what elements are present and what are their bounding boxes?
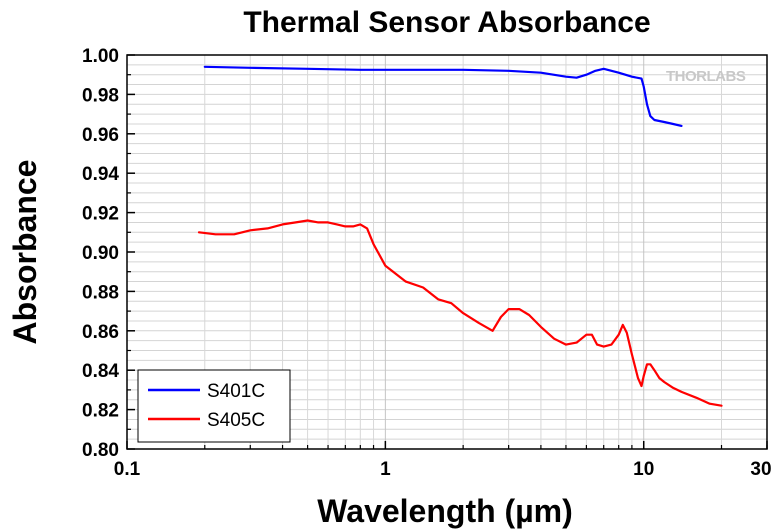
y-tick-label: 0.82 — [82, 401, 119, 422]
y-tick-label: 0.86 — [82, 322, 119, 343]
x-tick-label: 30 — [750, 459, 771, 480]
legend-label-s401c: S401C — [207, 381, 265, 402]
x-axis-title: Wavelength (µm) — [317, 493, 572, 529]
legend-box — [137, 369, 291, 443]
y-tick-label: 0.80 — [82, 440, 119, 461]
series-line-s405c — [197, 219, 723, 407]
axis-ticks — [126, 54, 768, 450]
legend: S401C S405C — [137, 369, 291, 443]
y-tick-label: 0.90 — [82, 243, 119, 264]
thorlabs-logo: THORLABS — [666, 68, 746, 85]
y-tick-label: 0.88 — [82, 282, 119, 303]
y-tick-label: 0.96 — [82, 125, 119, 146]
x-tick-labels: 0.1 1 10 30 — [114, 459, 772, 480]
series-line-s401c — [203, 65, 683, 128]
y-tick-label: 0.98 — [82, 85, 119, 106]
y-axis-title: Absorbance — [7, 160, 43, 345]
series-layer — [197, 65, 723, 407]
logo-text: THORLABS — [666, 68, 746, 85]
chart-title: Thermal Sensor Absorbance — [243, 6, 650, 39]
legend-label-s405c: S405C — [207, 410, 265, 431]
y-tick-label: 0.92 — [82, 204, 119, 225]
x-tick-label: 1 — [380, 459, 391, 480]
x-tick-label: 10 — [633, 459, 654, 480]
y-tick-labels: 0.80 0.82 0.84 0.86 0.88 0.90 0.92 0.94 0.96 0.98… — [82, 46, 119, 461]
y-tick-label: 0.94 — [82, 164, 119, 185]
y-tick-label: 1.00 — [82, 46, 119, 67]
y-tick-label: 0.84 — [82, 361, 119, 382]
x-tick-label: 0.1 — [114, 459, 141, 480]
